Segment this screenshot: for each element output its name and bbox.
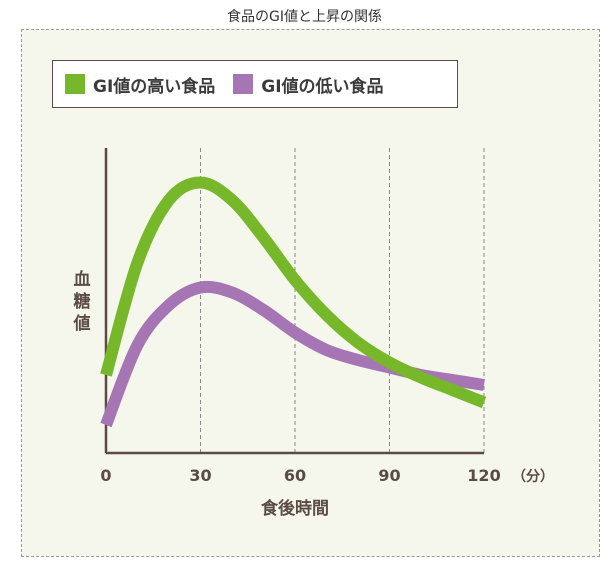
series-line-low-gi (100, 280, 485, 428)
legend-swatch-high-gi (65, 74, 85, 94)
page-title: 食品のGI値と上昇の関係 (227, 9, 382, 25)
legend-item-low-gi: GI値の低い食品 (233, 72, 384, 97)
x-tick-label-0: 0 (100, 466, 111, 485)
x-tick-label-30: 30 (189, 466, 211, 485)
x-tick-label-60: 60 (284, 466, 306, 485)
y-axis-label: 血糖値 (73, 269, 91, 334)
x-tick-label-120: 120 (467, 466, 500, 485)
legend-swatch-low-gi (233, 74, 254, 94)
legend-item-high-gi: GI値の高い食品 (65, 72, 215, 97)
x-tick-label-90: 90 (378, 466, 400, 485)
legend-label-low-gi: GI値の低い食品 (261, 76, 384, 97)
x-axis-unit: （分） (512, 469, 554, 485)
series-line-high-gi (100, 176, 487, 409)
chart-legend: GI値の高い食品 GI値の低い食品 (52, 60, 458, 108)
legend-label-high-gi: GI値の高い食品 (93, 76, 216, 97)
x-axis-label: 食後時間 (261, 498, 329, 519)
